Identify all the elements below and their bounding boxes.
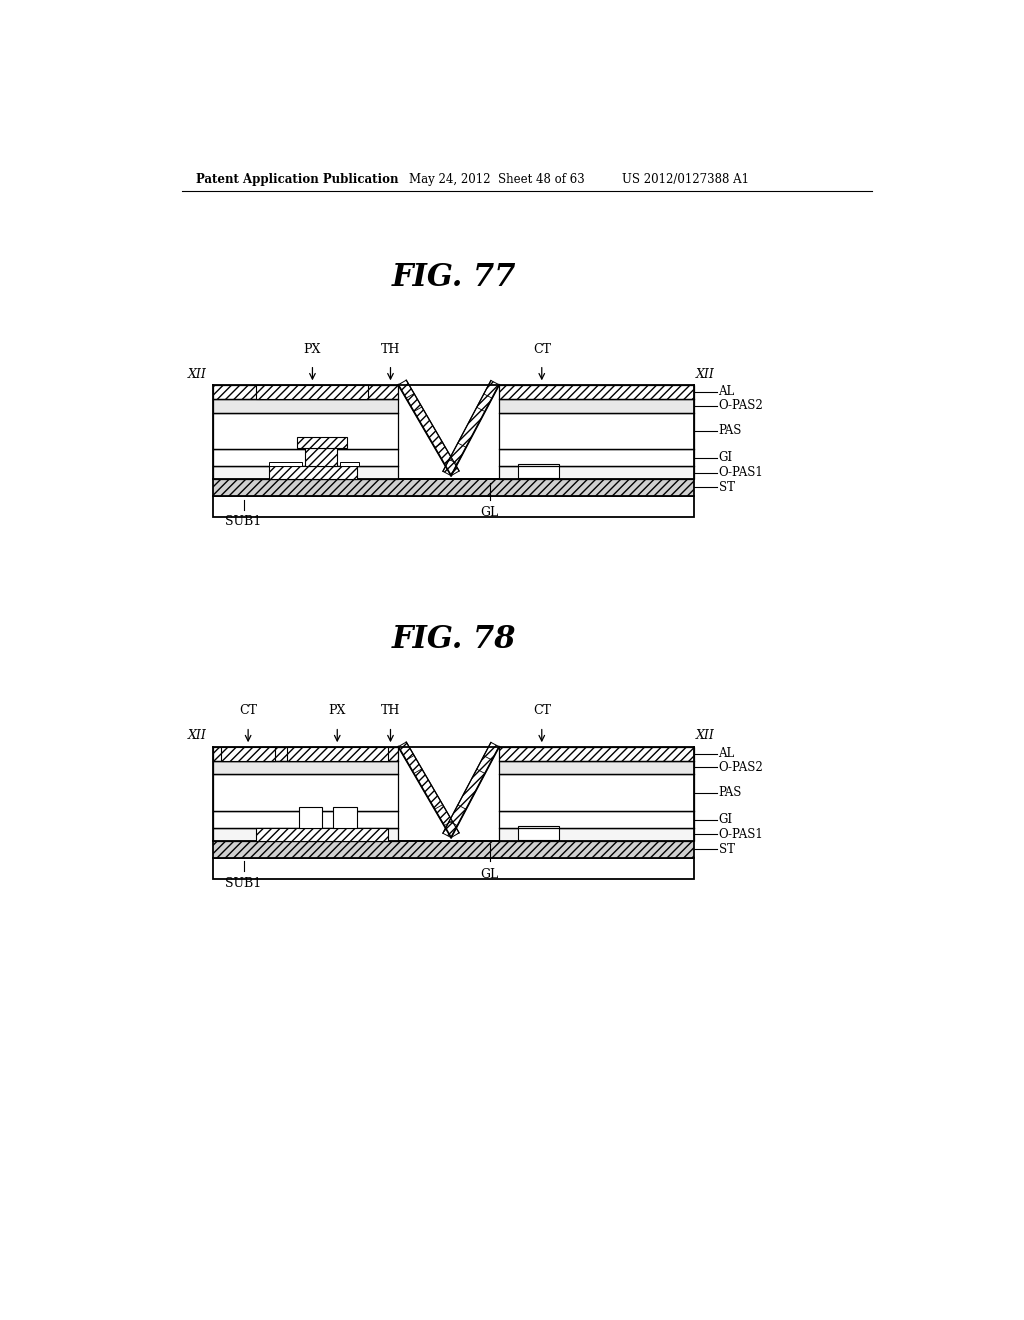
Polygon shape — [442, 380, 499, 475]
Polygon shape — [398, 747, 499, 838]
Text: GL: GL — [480, 867, 499, 880]
Polygon shape — [499, 385, 693, 399]
Polygon shape — [340, 462, 359, 466]
Text: GI: GI — [719, 451, 733, 465]
Polygon shape — [213, 858, 693, 879]
Text: SUB1: SUB1 — [225, 515, 261, 528]
Polygon shape — [398, 385, 499, 475]
Text: Patent Application Publication: Patent Application Publication — [197, 173, 398, 186]
Polygon shape — [518, 465, 559, 478]
Polygon shape — [213, 412, 398, 449]
Text: XII: XII — [696, 367, 715, 380]
Text: CT: CT — [240, 705, 257, 718]
Text: SUB1: SUB1 — [225, 876, 261, 890]
Text: May 24, 2012  Sheet 48 of 63: May 24, 2012 Sheet 48 of 63 — [410, 173, 585, 186]
Polygon shape — [398, 742, 459, 838]
Polygon shape — [213, 399, 398, 412]
Polygon shape — [213, 449, 398, 466]
Polygon shape — [269, 462, 302, 466]
Polygon shape — [499, 449, 693, 466]
Text: CT: CT — [532, 342, 551, 355]
Polygon shape — [499, 760, 693, 775]
Text: TH: TH — [381, 705, 400, 718]
Text: O-PAS1: O-PAS1 — [719, 828, 763, 841]
Polygon shape — [213, 747, 398, 760]
Polygon shape — [213, 479, 693, 496]
Polygon shape — [499, 829, 693, 841]
Polygon shape — [213, 829, 398, 841]
Text: XII: XII — [188, 367, 207, 380]
Polygon shape — [499, 747, 693, 760]
Polygon shape — [213, 841, 693, 858]
Text: PAS: PAS — [719, 787, 742, 800]
Text: XII: XII — [696, 730, 715, 742]
Polygon shape — [213, 760, 398, 775]
Text: O-PAS1: O-PAS1 — [719, 466, 763, 479]
Text: PX: PX — [329, 705, 346, 718]
Text: O-PAS2: O-PAS2 — [719, 760, 763, 774]
Polygon shape — [213, 385, 398, 399]
Text: US 2012/0127388 A1: US 2012/0127388 A1 — [623, 173, 750, 186]
Text: AL: AL — [719, 747, 735, 760]
Polygon shape — [499, 775, 693, 812]
Text: ST: ST — [719, 480, 734, 494]
Polygon shape — [334, 807, 356, 829]
Polygon shape — [442, 742, 499, 838]
Polygon shape — [287, 747, 388, 760]
Polygon shape — [213, 812, 398, 829]
Text: PX: PX — [304, 342, 322, 355]
Text: FIG. 77: FIG. 77 — [391, 263, 516, 293]
Polygon shape — [499, 412, 693, 449]
Text: ST: ST — [719, 842, 734, 855]
Text: XII: XII — [188, 730, 207, 742]
Polygon shape — [221, 747, 275, 760]
Text: AL: AL — [719, 385, 735, 399]
Text: TH: TH — [381, 342, 400, 355]
Polygon shape — [518, 826, 559, 840]
Text: FIG. 78: FIG. 78 — [391, 624, 516, 655]
Polygon shape — [269, 466, 356, 479]
Polygon shape — [256, 829, 388, 841]
Polygon shape — [499, 466, 693, 479]
Polygon shape — [297, 437, 346, 447]
Polygon shape — [398, 380, 459, 475]
Polygon shape — [305, 447, 337, 466]
Polygon shape — [299, 807, 322, 829]
Text: GI: GI — [719, 813, 733, 826]
Polygon shape — [499, 399, 693, 412]
Polygon shape — [256, 385, 369, 399]
Text: O-PAS2: O-PAS2 — [719, 399, 763, 412]
Polygon shape — [499, 812, 693, 829]
Text: GL: GL — [480, 506, 499, 519]
Polygon shape — [213, 496, 693, 517]
Polygon shape — [213, 775, 398, 812]
Text: CT: CT — [532, 705, 551, 718]
Text: PAS: PAS — [719, 425, 742, 437]
Polygon shape — [213, 466, 398, 479]
